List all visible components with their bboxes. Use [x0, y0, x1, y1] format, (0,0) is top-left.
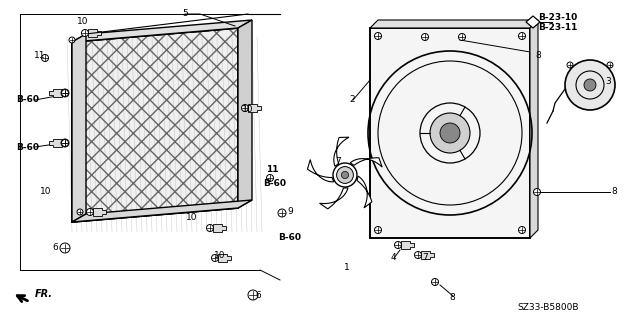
Polygon shape — [72, 28, 238, 222]
Polygon shape — [370, 20, 538, 28]
Circle shape — [337, 167, 353, 183]
Circle shape — [458, 33, 465, 41]
Circle shape — [374, 226, 381, 234]
Circle shape — [584, 79, 596, 91]
Polygon shape — [238, 20, 252, 208]
Polygon shape — [319, 188, 348, 209]
Circle shape — [266, 174, 273, 182]
Polygon shape — [72, 200, 252, 222]
Text: B-60: B-60 — [264, 179, 287, 188]
Polygon shape — [72, 34, 86, 222]
Circle shape — [565, 60, 615, 110]
Circle shape — [77, 209, 83, 215]
Circle shape — [211, 255, 218, 262]
Circle shape — [567, 62, 573, 68]
Circle shape — [607, 62, 613, 68]
Text: FR.: FR. — [35, 289, 53, 299]
Circle shape — [61, 89, 69, 97]
Circle shape — [394, 241, 401, 249]
Circle shape — [534, 189, 541, 196]
Circle shape — [60, 243, 70, 253]
Polygon shape — [49, 89, 62, 97]
Text: 7: 7 — [335, 158, 341, 167]
Text: 8: 8 — [535, 50, 541, 60]
Circle shape — [440, 123, 460, 143]
Circle shape — [42, 55, 49, 62]
Text: 6: 6 — [52, 243, 58, 253]
Text: 10: 10 — [186, 213, 198, 222]
Text: 8: 8 — [611, 188, 617, 197]
Circle shape — [248, 290, 258, 300]
Circle shape — [69, 37, 75, 43]
Text: 4: 4 — [390, 254, 396, 263]
Polygon shape — [213, 224, 226, 232]
Circle shape — [415, 251, 422, 258]
Circle shape — [430, 113, 470, 153]
Text: 10: 10 — [243, 106, 253, 115]
Polygon shape — [357, 176, 372, 208]
Circle shape — [81, 29, 88, 36]
Text: B-60: B-60 — [17, 95, 40, 105]
Polygon shape — [49, 139, 62, 147]
Polygon shape — [218, 254, 231, 262]
Circle shape — [61, 139, 68, 146]
Text: 7: 7 — [422, 254, 428, 263]
Text: 9: 9 — [287, 207, 293, 217]
Text: B-23-10: B-23-10 — [538, 13, 578, 23]
Circle shape — [207, 225, 214, 232]
Polygon shape — [248, 104, 261, 112]
Text: 10: 10 — [40, 188, 52, 197]
Text: 2: 2 — [349, 95, 355, 105]
Circle shape — [374, 33, 381, 40]
Polygon shape — [88, 29, 101, 37]
Polygon shape — [307, 160, 333, 182]
Polygon shape — [350, 158, 382, 167]
Circle shape — [86, 209, 93, 216]
Text: 5: 5 — [182, 10, 188, 19]
Text: 8: 8 — [449, 293, 455, 302]
Text: B-60: B-60 — [278, 233, 301, 241]
Polygon shape — [334, 137, 349, 166]
Text: B-60: B-60 — [17, 144, 40, 152]
Text: 10: 10 — [214, 250, 226, 259]
Circle shape — [518, 226, 525, 234]
Polygon shape — [421, 251, 434, 259]
Polygon shape — [370, 28, 530, 238]
Polygon shape — [93, 208, 106, 216]
Text: B-23-11: B-23-11 — [538, 24, 578, 33]
Polygon shape — [530, 20, 538, 238]
Text: 6: 6 — [255, 291, 261, 300]
Circle shape — [278, 209, 286, 217]
Text: 11: 11 — [266, 166, 278, 174]
Circle shape — [241, 105, 248, 112]
Circle shape — [422, 33, 429, 41]
Circle shape — [518, 33, 525, 40]
Text: 3: 3 — [605, 78, 611, 86]
Circle shape — [341, 171, 349, 179]
Text: 10: 10 — [77, 18, 89, 26]
Circle shape — [431, 278, 438, 286]
Polygon shape — [401, 241, 414, 249]
Text: 11: 11 — [35, 50, 45, 60]
Text: 1: 1 — [344, 263, 350, 271]
Text: SZ33-B5800B: SZ33-B5800B — [517, 303, 579, 313]
Circle shape — [61, 90, 68, 97]
Polygon shape — [72, 20, 252, 42]
Circle shape — [61, 139, 69, 147]
Polygon shape — [526, 16, 540, 28]
Circle shape — [333, 163, 357, 187]
